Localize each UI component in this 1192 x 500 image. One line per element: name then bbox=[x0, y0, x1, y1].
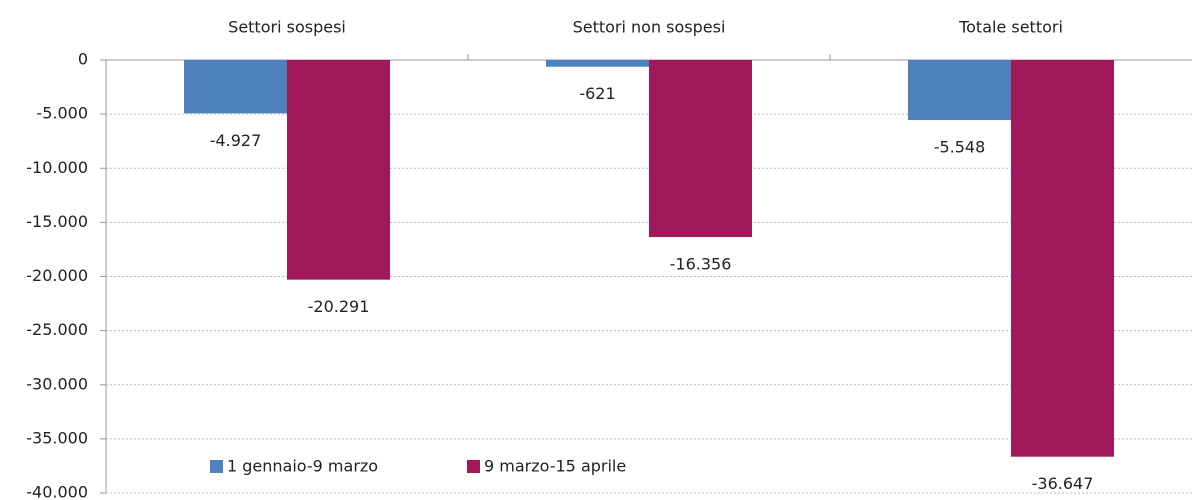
value-label: -16.356 bbox=[670, 255, 732, 274]
y-tick-label: 0 bbox=[78, 50, 88, 69]
value-label: -5.548 bbox=[934, 138, 986, 157]
y-tick-label: -30.000 bbox=[26, 374, 88, 393]
value-label: -36.647 bbox=[1032, 474, 1094, 493]
value-label: -621 bbox=[579, 84, 615, 103]
legend-label: 9 marzo-15 aprile bbox=[484, 457, 626, 476]
y-tick-label: -10.000 bbox=[26, 158, 88, 177]
y-tick-label: -15.000 bbox=[26, 212, 88, 231]
legend-swatch bbox=[210, 460, 223, 473]
x-tick-label: Settori sospesi bbox=[228, 18, 346, 37]
legend-swatch bbox=[467, 460, 480, 473]
bar bbox=[184, 60, 287, 114]
bar bbox=[908, 60, 1011, 121]
y-tick-label: -5.000 bbox=[36, 104, 88, 123]
x-tick-label: Settori non sospesi bbox=[573, 18, 726, 37]
value-label: -4.927 bbox=[210, 131, 262, 150]
y-tick-label: -40.000 bbox=[26, 483, 88, 500]
bar bbox=[287, 60, 390, 280]
y-tick-label: -25.000 bbox=[26, 320, 88, 339]
y-tick-label: -35.000 bbox=[26, 428, 88, 447]
y-tick-label: -20.000 bbox=[26, 266, 88, 285]
value-label: -20.291 bbox=[308, 297, 370, 316]
bar bbox=[546, 60, 649, 67]
bar bbox=[649, 60, 752, 238]
legend-label: 1 gennaio-9 marzo bbox=[227, 457, 378, 476]
bar bbox=[1011, 60, 1114, 457]
x-tick-label: Totale settori bbox=[958, 18, 1063, 37]
